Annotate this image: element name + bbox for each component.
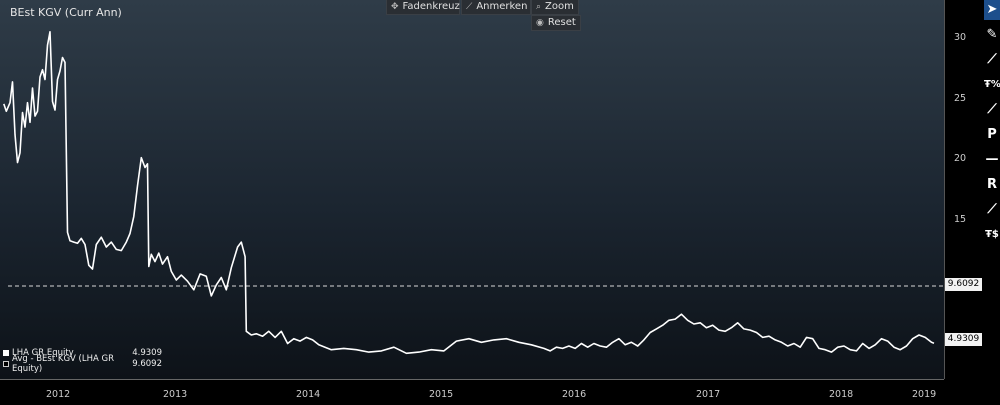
legend-swatch-avg — [3, 360, 9, 367]
y-tick-label-20: 20 — [954, 153, 967, 164]
pencil-icon: ⟋ — [466, 2, 473, 12]
reset-icon: ◉ — [536, 18, 544, 28]
crosshair-icon: ✥ — [391, 2, 399, 12]
x-tick-label-2019: 2019 — [912, 389, 937, 400]
legend-label-avg: Avg - BEst KGV (LHA GR Equity) — [12, 353, 115, 374]
drawing-tools-panel — [984, 0, 1000, 250]
legend: LHA GR Equity 4.9309 Avg - BEst KGV (LHA… — [2, 347, 162, 374]
legend-item-lha[interactable]: LHA GR Equity 4.9309 — [2, 347, 162, 358]
x-axis — [0, 379, 944, 405]
x-tick-label-2016: 2016 — [562, 389, 587, 400]
last-value-box: 4.9309 — [945, 333, 982, 346]
anmerken-label: Anmerken — [476, 1, 528, 12]
x-tick-label-2012: 2012 — [46, 389, 71, 400]
legend-value-avg: 9.6092 — [132, 358, 162, 369]
avg-value-box: 9.6092 — [945, 278, 982, 291]
segment-tool-icon[interactable]: ⟋ — [987, 202, 997, 217]
zoom-button[interactable]: ⌕ Zoom — [531, 0, 579, 15]
y-tick-label-25: 25 — [954, 93, 967, 104]
legend-swatch-lha — [3, 349, 9, 356]
x-tick-label-2015: 2015 — [429, 389, 454, 400]
cursor-tool-icon[interactable]: ➤ — [984, 0, 1000, 20]
x-tick-label-2017: 2017 — [696, 389, 721, 400]
x-tick-label-2018: 2018 — [829, 389, 854, 400]
ray-tool-icon[interactable]: ⟋ — [987, 102, 997, 117]
fib-percent-tool-icon[interactable]: Ŧ% — [984, 79, 1000, 90]
x-tick-label-2014: 2014 — [296, 389, 321, 400]
chart-title: BEst KGV (Curr Ann) — [10, 6, 122, 19]
series-line-lha — [3, 30, 935, 355]
y-tick-label-15: 15 — [954, 214, 967, 225]
zoom-label: Zoom — [545, 1, 574, 12]
reset-label: Reset — [547, 17, 576, 28]
x-tick-label-2013: 2013 — [163, 389, 188, 400]
legend-label-lha: LHA GR Equity — [12, 347, 74, 358]
y-tick-label-30: 30 — [954, 32, 967, 43]
magnifier-icon: ⌕ — [536, 2, 542, 12]
trend-line-tool-icon[interactable]: ⟋ — [987, 52, 997, 67]
reset-button[interactable]: ◉ Reset — [531, 15, 581, 31]
legend-value-lha: 4.9309 — [132, 347, 162, 358]
y-axis-right — [944, 0, 979, 379]
plot-area[interactable] — [0, 0, 944, 379]
r-tool-icon[interactable]: R — [986, 177, 997, 192]
fadenkreuz-button[interactable]: ✥ Fadenkreuz — [386, 0, 460, 15]
horizontal-line-tool-icon[interactable]: — — [985, 152, 999, 167]
fib-dollar-tool-icon[interactable]: Ŧ$ — [985, 229, 999, 240]
fadenkreuz-label: Fadenkreuz — [402, 1, 460, 12]
pen-tool-icon[interactable]: ✎ — [986, 27, 998, 42]
anmerken-button[interactable]: ⟋ Anmerken — [461, 0, 531, 15]
p-tool-icon[interactable]: P — [987, 127, 997, 142]
legend-item-avg[interactable]: Avg - BEst KGV (LHA GR Equity) 9.6092 — [2, 354, 162, 374]
